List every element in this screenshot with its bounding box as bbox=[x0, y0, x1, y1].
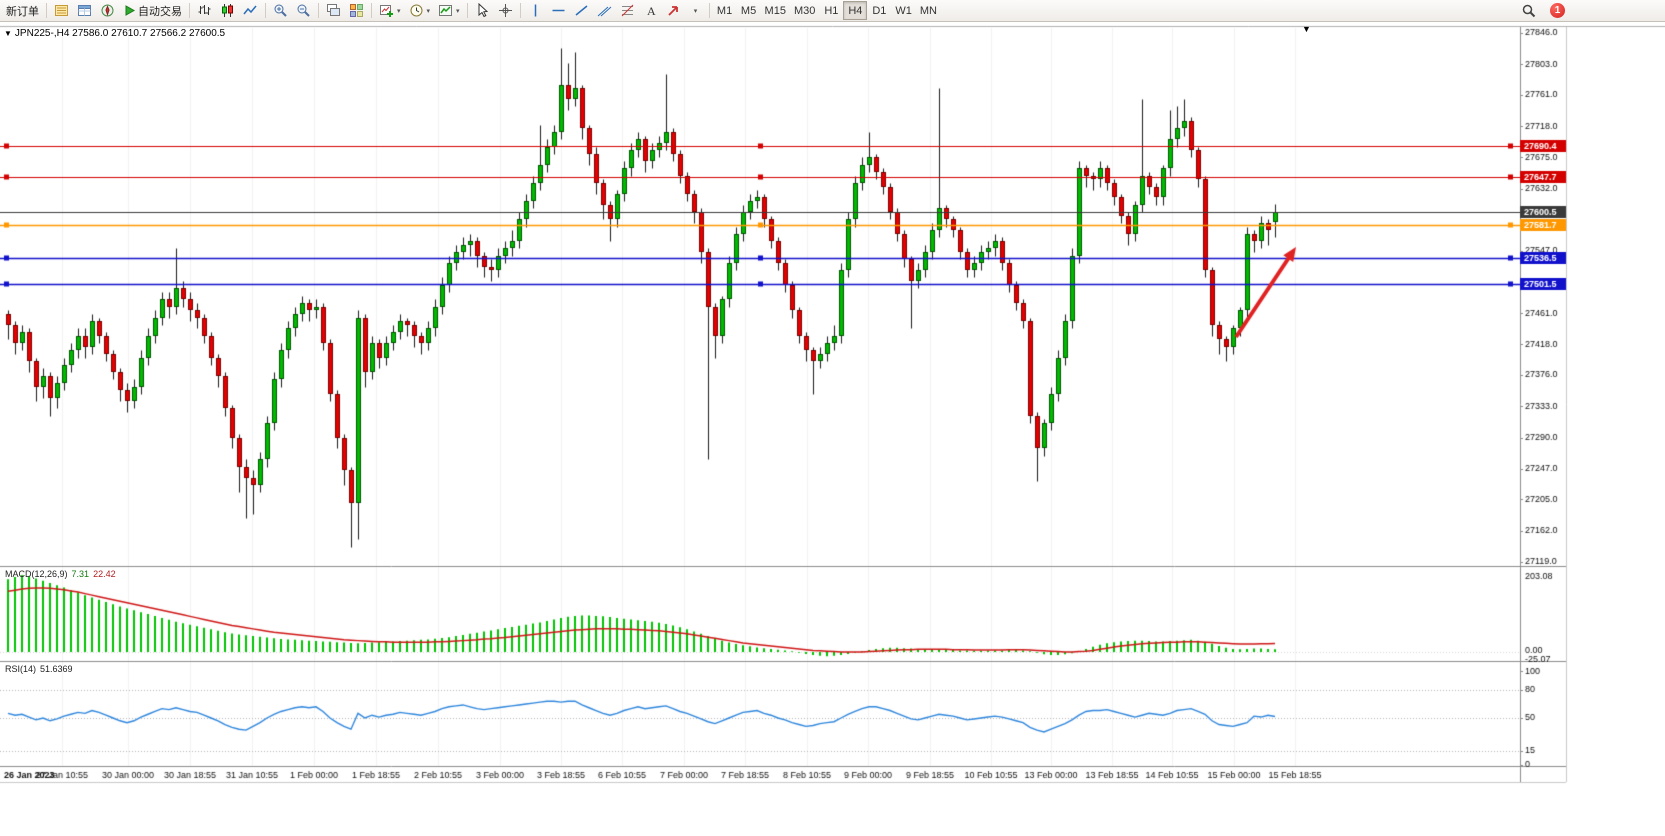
svg-text:A: A bbox=[647, 4, 656, 18]
data-window-icon bbox=[78, 5, 91, 16]
navigator-icon bbox=[101, 4, 114, 17]
notification-count: 1 bbox=[1554, 5, 1561, 16]
indicators-icon bbox=[439, 5, 453, 16]
toolbar-separator bbox=[708, 3, 710, 18]
fibonacci-button[interactable] bbox=[616, 1, 639, 20]
vertical-line-button[interactable] bbox=[524, 1, 547, 20]
toolbar-separator bbox=[466, 3, 468, 18]
search-icon bbox=[1522, 4, 1536, 18]
zoom-out-button[interactable] bbox=[292, 1, 315, 20]
new-order-button[interactable]: 新订单 bbox=[2, 1, 43, 20]
zoom-in-icon bbox=[274, 4, 287, 17]
timeframe-h1-button[interactable]: H1 bbox=[819, 1, 843, 20]
trendline-button[interactable] bbox=[570, 1, 593, 20]
dropdown-caret-icon: ▾ bbox=[456, 7, 460, 15]
notification-badge[interactable]: 1 bbox=[1550, 3, 1565, 18]
periods-button[interactable]: ▾ bbox=[405, 1, 435, 20]
market-watch-button[interactable] bbox=[50, 1, 73, 20]
main-toolbar: 新订单 自动交易 ▾ ▾ ▾ A ▾ M1 M5 M15 M bbox=[0, 0, 1665, 22]
timeframe-m5-button[interactable]: M5 bbox=[737, 1, 761, 20]
candlestick-chart-icon bbox=[222, 4, 233, 17]
toolbar-separator bbox=[189, 3, 190, 18]
fibonacci-icon bbox=[621, 4, 633, 17]
dropdown-caret-icon: ▾ bbox=[426, 7, 431, 15]
market-watch-icon bbox=[55, 5, 68, 16]
chart-line-button[interactable] bbox=[239, 1, 262, 20]
toolbar-separator bbox=[318, 3, 319, 18]
channel-icon bbox=[597, 6, 611, 17]
line-chart-icon bbox=[243, 5, 257, 15]
autotrading-button[interactable]: 自动交易 bbox=[119, 1, 186, 20]
arrow-tool-icon bbox=[667, 6, 678, 16]
timeframe-d1-button[interactable]: D1 bbox=[867, 1, 891, 20]
toolbar-separator bbox=[371, 3, 372, 18]
text-icon: A bbox=[647, 4, 656, 18]
tile-windows-icon bbox=[350, 4, 363, 17]
timeframe-m1-button[interactable]: M1 bbox=[713, 1, 737, 20]
channel-button[interactable] bbox=[593, 1, 616, 20]
search-button[interactable] bbox=[1517, 1, 1540, 20]
indicators-button[interactable]: ▾ bbox=[434, 1, 464, 20]
timeframe-mn-button[interactable]: MN bbox=[916, 1, 941, 20]
cursor-icon bbox=[478, 3, 488, 18]
clock-icon bbox=[410, 4, 423, 17]
vertical-line-icon bbox=[534, 4, 536, 17]
timeframe-m30-button[interactable]: M30 bbox=[790, 1, 819, 20]
cascade-windows-button[interactable] bbox=[322, 1, 345, 20]
data-window-button[interactable] bbox=[73, 1, 96, 20]
dropdown-caret-icon: ▾ bbox=[693, 7, 698, 15]
chart-candles-button[interactable] bbox=[216, 1, 239, 20]
objects-dropdown-button[interactable]: ▾ bbox=[685, 1, 706, 20]
text-label-button[interactable]: A bbox=[639, 1, 662, 20]
new-order-label: 新订单 bbox=[6, 5, 39, 18]
bar-chart-icon bbox=[198, 5, 211, 15]
horizontal-line-button[interactable] bbox=[547, 1, 570, 20]
autotrading-play-icon bbox=[125, 5, 136, 16]
zoom-in-button[interactable] bbox=[269, 1, 292, 20]
price-chart-canvas[interactable] bbox=[0, 22, 1665, 836]
arrows-tool-button[interactable] bbox=[662, 1, 685, 20]
dropdown-caret-icon: ▾ bbox=[397, 7, 401, 15]
toolbar-separator bbox=[265, 3, 266, 18]
timeframe-m15-button[interactable]: M15 bbox=[761, 1, 790, 20]
timeframe-w1-button[interactable]: W1 bbox=[891, 1, 916, 20]
horizontal-line-icon bbox=[552, 9, 565, 12]
chart-shift-marker[interactable]: ▼ bbox=[1302, 24, 1311, 34]
new-chart-button[interactable]: ▾ bbox=[375, 1, 405, 20]
navigator-button[interactable] bbox=[96, 1, 119, 20]
chart-bars-button[interactable] bbox=[193, 1, 216, 20]
cascade-windows-icon bbox=[327, 4, 340, 16]
toolbar-separator bbox=[46, 3, 47, 18]
autotrading-label: 自动交易 bbox=[138, 5, 182, 18]
toolbar-separator bbox=[519, 3, 521, 18]
zoom-out-icon bbox=[297, 4, 310, 17]
crosshair-button[interactable] bbox=[494, 1, 517, 20]
crosshair-icon bbox=[498, 4, 512, 17]
tile-windows-button[interactable] bbox=[345, 1, 368, 20]
cursor-button[interactable] bbox=[471, 1, 494, 20]
new-chart-icon bbox=[380, 5, 393, 17]
toolbar-right-group: 1 bbox=[1517, 1, 1565, 20]
timeframe-h4-button[interactable]: H4 bbox=[843, 1, 868, 20]
trendline-icon bbox=[575, 5, 588, 16]
